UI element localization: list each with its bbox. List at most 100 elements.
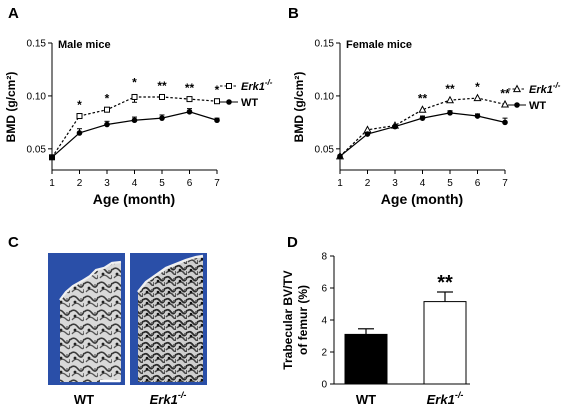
x-tick-label: 5	[159, 178, 165, 189]
legend-marker-wt	[226, 99, 232, 105]
significance-marker: *	[215, 83, 220, 97]
data-point-wt	[447, 110, 453, 116]
panel-b-y-ticks: 0.05 0.10 0.15	[315, 39, 340, 155]
legend-label-wt: WT	[529, 100, 546, 112]
micro-ct-image-wt	[48, 253, 125, 385]
panel-b: B Female mice 0.05 0.10 0.15 1 2 3 4 5 6 7 BMD (…	[288, 5, 561, 207]
y-tick-label: 0.15	[315, 39, 335, 50]
data-point-wt	[364, 131, 371, 137]
x-tick-label: 3	[392, 178, 398, 189]
significance-marker: **	[157, 79, 167, 93]
x-tick-label: 2	[365, 178, 371, 189]
panel-label-b: B	[288, 5, 299, 22]
data-point-wt	[186, 108, 193, 115]
data-point-erk1	[214, 98, 220, 105]
x-tick-label: 2	[77, 178, 83, 189]
y-tick-label: 0.10	[27, 91, 47, 102]
panel-d: D 0 2 4 6 8 Trabecular BV/TV of femur (%) **…	[281, 234, 470, 407]
data-point-wt	[502, 119, 508, 126]
significance-marker: *	[105, 92, 110, 106]
bone-cortex-wt	[59, 260, 122, 301]
y-tick-label: 0.05	[315, 144, 335, 155]
panel-label-c: C	[8, 234, 19, 251]
significance-marker: **	[445, 82, 455, 96]
y-tick-label: 0	[321, 380, 327, 391]
data-point-wt	[214, 117, 220, 124]
panel-b-x-axis-title: Age (month)	[381, 191, 463, 207]
panel-a-inner-label: Male mice	[58, 39, 111, 51]
x-tick-label: 1	[337, 178, 343, 189]
x-tick-label: 5	[447, 178, 453, 189]
micro-ct-label-erk1: Erk1-/-	[150, 390, 187, 407]
panel-a: A Male mice 0.05 0.10 0.15 1 2 3 4 5 6 7 BMD (g/…	[4, 5, 273, 207]
data-point-erk1	[131, 93, 138, 100]
data-point-wt	[474, 113, 481, 119]
micro-ct-label-wt: WT	[74, 392, 94, 407]
data-point-erk1	[500, 99, 510, 108]
data-point-wt	[131, 117, 138, 124]
panel-b-x-ticks: 1 2 3 4 5 6 7	[337, 170, 508, 189]
panel-d-y-ticks: 0 2 4 6 8	[321, 252, 334, 391]
x-tick-label: 6	[187, 178, 193, 189]
bar-category-label-wt: WT	[356, 392, 376, 407]
data-point-wt	[419, 115, 426, 121]
panel-c: C WT Erk1-/-	[8, 234, 207, 407]
panel-a-x-axis-title: Age (month)	[93, 191, 175, 207]
panel-d-y-axis-title-line1: Trabecular BV/TV	[281, 270, 295, 369]
data-point-erk1	[104, 106, 110, 113]
y-tick-label: 0.15	[27, 39, 47, 50]
significance-marker: *	[132, 76, 137, 90]
panel-label-d: D	[287, 234, 298, 251]
data-point-wt	[104, 121, 110, 128]
y-tick-label: 2	[321, 348, 327, 359]
legend-marker-erk1	[226, 83, 232, 89]
legend-label-erk1-name: Erk1	[529, 84, 553, 96]
data-point-erk1	[445, 95, 455, 104]
legend-label-wt: WT	[241, 97, 258, 109]
y-tick-label: 0.10	[315, 91, 335, 102]
x-tick-label: 4	[132, 178, 138, 189]
y-tick-label: 0.05	[27, 144, 47, 155]
bone-scan-wt	[60, 262, 121, 382]
data-point-erk1	[159, 93, 165, 100]
data-point-wt	[49, 154, 55, 161]
bar-wt	[344, 333, 388, 385]
panel-a-legend: Erk1-/- WT	[220, 78, 273, 109]
data-point-erk1	[473, 93, 482, 102]
panel-a-y-ticks: 0.05 0.10 0.15	[27, 39, 52, 155]
legend-label-erk1: Erk1-/-	[529, 81, 561, 96]
x-tick-label: 7	[502, 178, 508, 189]
panel-b-plot-area: **** * **	[335, 80, 510, 160]
y-tick-label: 4	[321, 316, 327, 327]
bone-cortex-erk1	[137, 254, 204, 293]
panel-b-y-axis-title: BMD (g/cm²)	[292, 72, 306, 143]
legend-label-erk1-sup: -/-	[553, 81, 561, 90]
panel-a-y-axis-title: BMD (g/cm²)	[4, 72, 18, 143]
data-point-wt	[337, 153, 343, 160]
significance-marker: **	[418, 92, 428, 106]
x-tick-label: 1	[49, 178, 55, 189]
panel-d-y-axis-title-line2: of femur (%)	[296, 285, 310, 355]
bar-erk1	[423, 301, 467, 385]
panel-d-bars: **	[344, 272, 467, 385]
micro-ct-image-erk1	[130, 253, 207, 385]
data-point-erk1	[76, 113, 83, 120]
panel-a-x-ticks: 1 2 3 4 5 6 7	[49, 170, 220, 189]
panel-b-inner-label: Female mice	[346, 39, 412, 51]
panel-label-a: A	[8, 5, 19, 22]
data-point-wt	[76, 130, 83, 136]
legend-marker-wt	[514, 102, 520, 108]
y-tick-label: 8	[321, 252, 327, 263]
y-tick-label: 6	[321, 284, 327, 295]
x-tick-label: 4	[420, 178, 426, 189]
significance-marker: *	[475, 80, 480, 94]
data-point-erk1	[186, 96, 193, 103]
legend-label-erk1-name: Erk1	[241, 81, 265, 93]
panel-a-plot-area: * ** ** ** *	[49, 76, 220, 161]
legend-label-erk1-sup: -/-	[265, 78, 273, 87]
legend-marker-erk1	[512, 84, 522, 93]
bar-category-label-erk1: Erk1-/-	[427, 390, 464, 407]
significance-marker: **	[185, 81, 195, 95]
significance-marker: **	[437, 272, 453, 294]
